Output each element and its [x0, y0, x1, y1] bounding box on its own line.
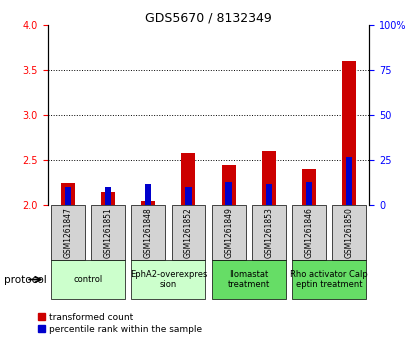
Text: Ilomastat
treatment: Ilomastat treatment [227, 270, 270, 289]
Bar [131, 260, 205, 299]
Bar [51, 260, 125, 299]
Bar [181, 153, 195, 205]
Title: GDS5670 / 8132349: GDS5670 / 8132349 [145, 11, 272, 24]
Bar [145, 184, 151, 205]
Bar [262, 151, 276, 205]
Bar [91, 205, 125, 260]
Text: GSM1261851: GSM1261851 [103, 207, 112, 258]
Text: EphA2-overexpres
sion: EphA2-overexpres sion [129, 270, 207, 289]
Bar [222, 165, 236, 205]
Bar [212, 205, 246, 260]
Text: GSM1261848: GSM1261848 [144, 207, 153, 258]
Text: GSM1261846: GSM1261846 [305, 207, 314, 258]
Bar [252, 205, 286, 260]
Text: Rho activator Calp
eptin treatment: Rho activator Calp eptin treatment [290, 270, 368, 289]
Text: GSM1261853: GSM1261853 [264, 207, 273, 258]
Bar [292, 260, 366, 299]
Bar [346, 156, 352, 205]
Bar [185, 187, 192, 205]
Bar [105, 187, 111, 205]
Bar [342, 61, 356, 205]
Bar [131, 205, 165, 260]
Bar [212, 260, 286, 299]
Bar [101, 192, 115, 205]
Bar [225, 182, 232, 205]
Bar [266, 184, 272, 205]
Bar [292, 205, 326, 260]
Bar [171, 205, 205, 260]
Text: GSM1261849: GSM1261849 [224, 207, 233, 258]
Text: protocol: protocol [4, 274, 47, 285]
Bar [332, 205, 366, 260]
Text: control: control [73, 275, 103, 284]
Bar [61, 183, 75, 205]
Text: GSM1261850: GSM1261850 [345, 207, 354, 258]
Text: GSM1261847: GSM1261847 [63, 207, 72, 258]
Bar [306, 182, 312, 205]
Legend: transformed count, percentile rank within the sample: transformed count, percentile rank withi… [38, 313, 203, 334]
Bar [141, 201, 155, 205]
Bar [51, 205, 85, 260]
Text: GSM1261852: GSM1261852 [184, 207, 193, 258]
Bar [65, 187, 71, 205]
Bar [302, 169, 316, 205]
